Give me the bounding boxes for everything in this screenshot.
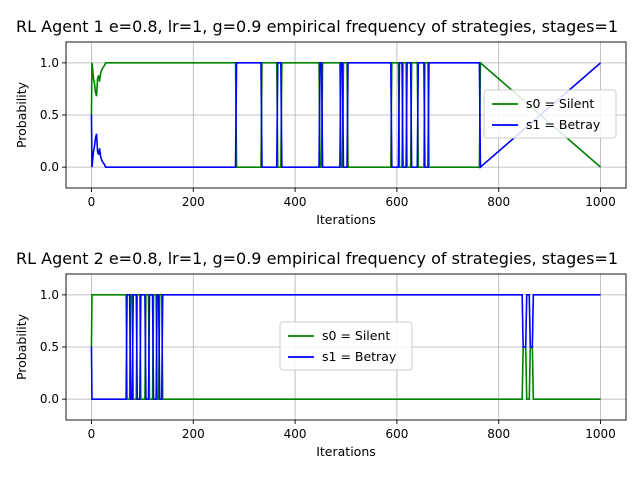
y-axis-label: Probability [14, 313, 29, 380]
chart-title: RL Agent 1 e=0.8, lr=1, g=0.9 empirical … [16, 17, 618, 36]
x-tick-label: 200 [182, 195, 205, 209]
legend-label: s0 = Silent [322, 328, 390, 343]
x-tick-label: 1000 [585, 195, 616, 209]
x-tick-label: 1000 [585, 427, 616, 441]
y-tick-label: 0.5 [40, 108, 59, 122]
chart-panel-agent-2: RL Agent 2 e=0.8, lr=1, g=0.9 empirical … [14, 249, 627, 459]
legend-label: s1 = Betray [322, 349, 397, 364]
x-tick-label: 400 [284, 195, 307, 209]
legend-label: s0 = Silent [526, 96, 594, 111]
series-line-s0 [90, 61, 602, 168]
legend-frame [483, 89, 617, 139]
chart-title: RL Agent 2 e=0.8, lr=1, g=0.9 empirical … [16, 249, 618, 268]
legend: s0 = Silent s1 = Betray [279, 321, 413, 371]
chart-panel-agent-1: RL Agent 1 e=0.8, lr=1, g=0.9 empirical … [14, 17, 627, 227]
legend-frame [279, 321, 413, 371]
x-tick-label: 0 [88, 195, 96, 209]
x-axis-label: Iterations [316, 212, 376, 227]
x-tick-label: 800 [487, 427, 510, 441]
legend-label: s1 = Betray [526, 117, 601, 132]
x-tick-label: 800 [487, 195, 510, 209]
series-line-s1 [90, 294, 601, 400]
y-tick-label: 1.0 [40, 56, 59, 70]
x-tick-label: 400 [284, 427, 307, 441]
x-tick-label: 200 [182, 427, 205, 441]
x-tick-label: 600 [385, 427, 408, 441]
series-line-s1 [90, 62, 602, 169]
y-tick-label: 0.5 [40, 340, 59, 354]
y-tick-label: 0.0 [40, 392, 59, 406]
legend: s0 = Silent s1 = Betray [483, 89, 617, 139]
y-tick-label: 0.0 [40, 160, 59, 174]
y-tick-label: 1.0 [40, 288, 59, 302]
x-axis-label: Iterations [316, 444, 376, 459]
y-axis-label: Probability [14, 81, 29, 148]
x-tick-label: 600 [385, 195, 408, 209]
x-tick-label: 0 [88, 427, 96, 441]
